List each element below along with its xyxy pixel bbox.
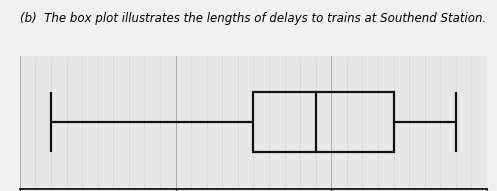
Text: (b)  The box plot illustrates the lengths of delays to trains at Southend Statio: (b) The box plot illustrates the lengths… <box>20 12 486 25</box>
Bar <box>253 92 394 152</box>
